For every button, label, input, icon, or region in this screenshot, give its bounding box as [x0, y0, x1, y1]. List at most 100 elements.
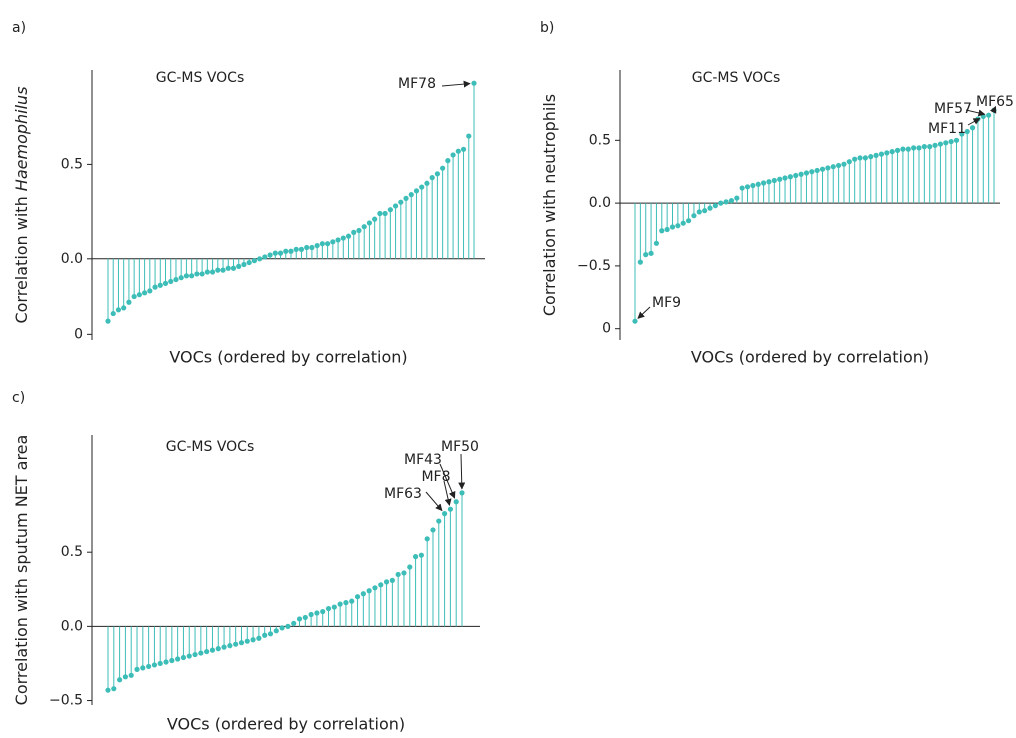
- point: [852, 156, 858, 162]
- point: [782, 175, 788, 181]
- y-tick-label: 0.0: [61, 251, 83, 267]
- point: [398, 199, 404, 205]
- point: [793, 172, 799, 179]
- point: [447, 506, 453, 512]
- point: [707, 205, 713, 211]
- point: [330, 239, 336, 245]
- point: [178, 275, 184, 281]
- point: [964, 128, 970, 135]
- panel-label: a): [12, 20, 26, 36]
- point: [407, 564, 413, 570]
- y-tick-label: 0.5: [589, 132, 611, 148]
- point: [304, 244, 310, 251]
- point: [680, 220, 686, 226]
- point: [787, 174, 793, 180]
- point: [696, 209, 702, 215]
- point: [637, 259, 643, 265]
- point: [236, 263, 242, 269]
- point: [111, 686, 117, 692]
- point: [450, 152, 456, 158]
- point: [314, 610, 320, 616]
- point: [204, 648, 210, 655]
- point: [298, 246, 305, 252]
- annotation-arrow: [425, 491, 443, 512]
- point: [126, 299, 132, 305]
- point: [256, 635, 262, 641]
- point: [980, 113, 986, 120]
- point: [403, 195, 409, 201]
- point: [309, 244, 315, 251]
- y-tick-label: −0.5: [49, 693, 83, 709]
- point: [152, 284, 158, 290]
- point: [648, 250, 654, 256]
- subtitle: GC-MS VOCs: [692, 70, 781, 86]
- point: [392, 203, 399, 209]
- point: [943, 140, 949, 146]
- point: [157, 282, 163, 288]
- point: [395, 571, 401, 578]
- point: [230, 265, 237, 271]
- point: [169, 657, 175, 664]
- point: [110, 310, 116, 317]
- point: [157, 660, 163, 667]
- point: [262, 632, 268, 638]
- point: [739, 185, 745, 191]
- point: [441, 511, 448, 517]
- point: [215, 646, 221, 652]
- point: [836, 162, 842, 169]
- point: [186, 653, 192, 659]
- point: [803, 170, 810, 176]
- point: [319, 241, 325, 247]
- point: [215, 267, 221, 273]
- point: [250, 637, 256, 643]
- panel-label: c): [12, 390, 25, 406]
- point: [194, 271, 200, 277]
- point: [675, 223, 681, 229]
- y-axis-label-italic: Haemophilus: [12, 86, 31, 191]
- point: [825, 165, 831, 171]
- y-axis-label-text: Correlation with: [12, 191, 31, 323]
- point: [760, 180, 767, 186]
- point: [734, 195, 740, 201]
- point: [453, 499, 459, 505]
- annotation-arrow: [967, 117, 981, 126]
- point: [819, 166, 826, 172]
- point: [389, 577, 395, 583]
- point: [948, 138, 954, 145]
- annotation: MF50: [441, 439, 479, 455]
- point: [233, 641, 239, 647]
- annotation: MF43: [404, 452, 442, 468]
- point: [830, 164, 836, 170]
- point: [331, 604, 337, 610]
- point: [430, 527, 436, 533]
- point: [314, 242, 320, 249]
- point: [653, 240, 660, 246]
- point: [192, 651, 198, 658]
- point: [288, 248, 294, 254]
- point: [953, 137, 960, 143]
- point: [383, 579, 390, 585]
- point: [122, 674, 129, 680]
- point: [932, 142, 938, 148]
- point: [267, 252, 273, 258]
- point: [434, 171, 440, 177]
- x-axis-label: VOCs (ordered by correlation): [169, 348, 407, 367]
- point: [163, 659, 169, 665]
- point: [121, 305, 127, 311]
- point: [814, 167, 820, 174]
- point: [360, 591, 366, 597]
- point: [173, 276, 179, 283]
- point: [766, 179, 772, 185]
- point: [198, 650, 204, 656]
- point: [841, 161, 847, 167]
- x-axis-label: VOCs (ordered by correlation): [691, 348, 929, 367]
- point: [134, 666, 140, 672]
- point: [285, 623, 291, 629]
- point: [900, 146, 906, 152]
- point: [445, 158, 451, 164]
- point: [702, 208, 708, 214]
- point: [267, 631, 274, 637]
- point: [335, 237, 341, 243]
- x-axis-label: VOCs (ordered by correlation): [167, 715, 405, 734]
